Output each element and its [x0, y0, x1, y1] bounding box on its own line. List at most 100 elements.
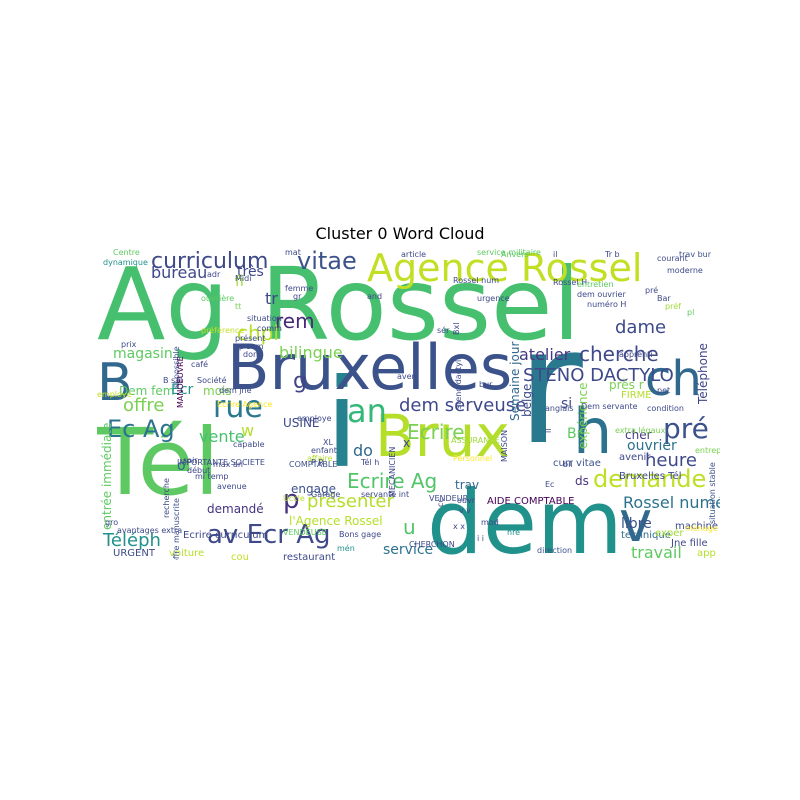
word-max-an: max an [213, 460, 243, 469]
word-employe: employe [297, 414, 332, 423]
word-anvers: Anvers [501, 250, 529, 259]
word-cher: cher [625, 428, 652, 442]
word-midi: Midi [235, 274, 252, 283]
word-dem-ouvrier: dem ouvrier [577, 290, 626, 299]
word-bxl: Bxl [452, 322, 461, 335]
word-gro: gro [105, 518, 119, 527]
word-ec-ag: Ec Ag [107, 415, 175, 443]
word-app: app [697, 548, 716, 559]
word-pl: pl [687, 308, 695, 317]
word-preference: préférence [201, 326, 245, 335]
word-centre: Centre [113, 248, 140, 257]
word-rossel-num: Rossel num [453, 276, 500, 285]
word-cherche: cherche [579, 342, 659, 366]
word-mois: mois [203, 384, 232, 398]
word-rue: rue [213, 390, 263, 425]
word-entretien: entretien [577, 280, 614, 289]
word-comm: comm [257, 324, 282, 333]
word-bruxelles-tel: Bruxelles Tél [619, 471, 682, 482]
word-condition: condition [647, 404, 684, 413]
word-anglais: anglais [545, 404, 574, 413]
word-dame: dame [615, 317, 667, 338]
word-u: u [403, 515, 416, 539]
word-do: do [353, 441, 373, 460]
word-magasin: magasin [113, 346, 173, 362]
word-dem: dem [427, 471, 623, 561]
word-o: o [177, 458, 186, 474]
word-machine: machine [675, 521, 718, 532]
word-situation: situation [247, 314, 282, 323]
word-demande: demandé [207, 502, 264, 516]
word-mecanicien: MECANICIEN [388, 446, 397, 497]
word-hre: hre [507, 528, 521, 537]
word-ecr: Ecr [171, 382, 194, 398]
word-ecrire-ag: Ecrire Ag [347, 469, 438, 493]
word-pet: pet [657, 386, 671, 395]
word-agence-rossel: Agence Rossel [367, 247, 643, 290]
word-direction: direction [537, 546, 573, 555]
word-x: x [403, 436, 411, 450]
word-urgence: urgence [477, 294, 510, 303]
word-trav-bur: trav bur [679, 250, 712, 259]
word-menage: ménage [685, 524, 718, 533]
word-situation-stable: situation stable [708, 462, 717, 524]
word-rossel-numero: Rossel numéro [623, 493, 720, 512]
word-vendeuse: VENDEUSE [283, 528, 327, 537]
word-article: article [401, 250, 427, 259]
word-vente: vente [199, 427, 245, 446]
chart-title: Cluster 0 Word Cloud [315, 224, 485, 243]
word-cafe: café [191, 360, 209, 369]
word-teleph: Téléph [103, 530, 161, 551]
word-pre: pré [645, 286, 659, 295]
word-personnel: Personnel [453, 454, 493, 463]
word-mi-temp: mi temp [195, 472, 229, 481]
word-technique: technique [621, 530, 671, 541]
word-prix: prix [121, 340, 137, 349]
word-vendeur: VENDEUR [429, 494, 469, 503]
word-tel: Tél [97, 409, 220, 516]
word-apprenti: apprenti [619, 350, 653, 359]
word-affaire: affaire [307, 454, 333, 463]
word-restaurant: restaurant [283, 552, 336, 561]
word-avantages-extra: avantages extra [117, 526, 183, 535]
word-tr: tr [265, 289, 278, 308]
word-ecrire-agence: Ecrire Agence [217, 400, 273, 409]
word-h: h [573, 395, 613, 468]
word-ag-rossel: Ag Rossel [97, 247, 581, 363]
word-cc: cc [436, 498, 445, 507]
word-aide-comptable: AIDE COMPTABLE [487, 496, 575, 507]
word-p: p [283, 485, 300, 515]
word-bilingue: bilingue [279, 343, 343, 362]
word-tel-h: Tél h [361, 458, 380, 467]
word-and: and [367, 292, 383, 301]
word-heure: heure [645, 450, 697, 471]
word-p-r: P R [311, 458, 324, 467]
word-mod: mod [481, 518, 499, 527]
word-bruxelles: Bruxelles [227, 331, 513, 404]
word-offre: offre [123, 395, 165, 416]
word-an: an [347, 392, 387, 430]
word-il: il [553, 250, 558, 259]
word-usine: USINE [283, 416, 320, 430]
word-don: don [243, 350, 259, 359]
word-jne-fille: Jne fille [671, 538, 708, 549]
word-exper: expér [655, 528, 684, 539]
word-av-ecr-ag: av Ecr Ag [207, 520, 331, 550]
word-ll: ll [544, 428, 553, 433]
word-recherche: recherche [162, 478, 171, 518]
word-offre-manuscrite: offre manuscrite [172, 498, 181, 560]
word-chpl: chpl [237, 321, 279, 345]
word-cou: cou [231, 552, 249, 561]
word-curriculum: curriculum [151, 249, 269, 274]
word-cloud: Ag Rossel Tél i r dem Bruxelles Brux h ch Agence … [97, 247, 720, 560]
word-presenter: présenter [307, 491, 394, 512]
word-pre: pré [663, 412, 709, 445]
word-importante-societe: IMPORTANTE SOCIETE [177, 458, 265, 467]
word-garage: Garage [311, 490, 341, 499]
word-service-militaire: service militaire [477, 248, 541, 257]
word-tres: très [237, 264, 264, 280]
word-travail: travail [631, 543, 682, 561]
word-enfant: enfant [311, 446, 337, 455]
word-adr: adr [207, 270, 221, 279]
word-v: v [619, 490, 653, 555]
